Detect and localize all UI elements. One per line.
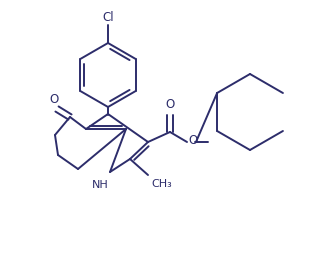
Text: O: O bbox=[49, 93, 59, 106]
Text: CH₃: CH₃ bbox=[151, 179, 172, 189]
Text: NH: NH bbox=[92, 180, 108, 190]
Text: O: O bbox=[165, 98, 175, 111]
Text: Cl: Cl bbox=[102, 11, 114, 24]
Text: O: O bbox=[188, 135, 197, 147]
